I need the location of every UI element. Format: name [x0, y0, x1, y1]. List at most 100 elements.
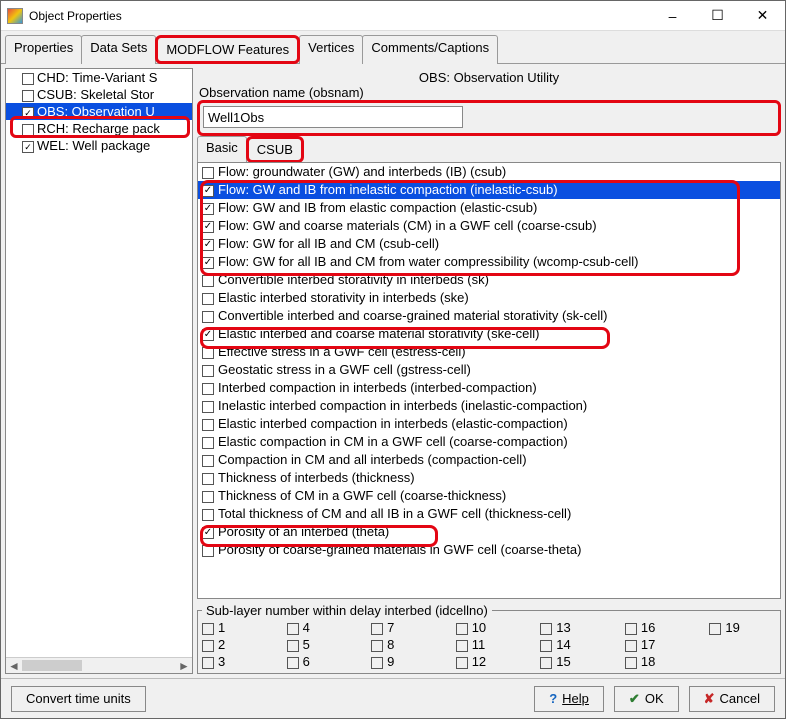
sublayer-cell[interactable]: 3 — [202, 654, 269, 669]
obsname-input[interactable] — [203, 106, 463, 128]
sublayer-checkbox[interactable] — [371, 657, 383, 669]
obs-checkbox[interactable] — [202, 347, 214, 359]
sublayer-cell[interactable]: 1 — [202, 620, 269, 635]
tab-vertices[interactable]: Vertices — [299, 35, 363, 64]
sublayer-cell[interactable]: 16 — [625, 620, 692, 635]
checkbox-csub[interactable] — [22, 90, 34, 102]
obs-checkbox[interactable] — [202, 455, 214, 467]
close-button[interactable]: ✕ — [740, 1, 785, 31]
obs-row[interactable]: Elastic interbed compaction in interbeds… — [198, 415, 780, 433]
tab-modflow-features[interactable]: MODFLOW Features — [155, 35, 300, 64]
sublayer-checkbox[interactable] — [287, 640, 299, 652]
subtab-basic[interactable]: Basic — [197, 136, 247, 163]
obs-checkbox[interactable] — [202, 509, 214, 521]
sublayer-cell[interactable]: 5 — [287, 637, 354, 652]
obs-row[interactable]: Effective stress in a GWF cell (estress-… — [198, 343, 780, 361]
sublayer-checkbox[interactable] — [287, 657, 299, 669]
checkbox-rch[interactable] — [22, 124, 34, 136]
sublayer-checkbox[interactable] — [202, 657, 214, 669]
sublayer-checkbox[interactable] — [202, 640, 214, 652]
obs-row[interactable]: Interbed compaction in interbeds (interb… — [198, 379, 780, 397]
obs-checkbox[interactable] — [202, 401, 214, 413]
sublayer-cell[interactable]: 17 — [625, 637, 692, 652]
obs-checkbox[interactable] — [202, 437, 214, 449]
sublayer-checkbox[interactable] — [456, 657, 468, 669]
sublayer-checkbox[interactable] — [625, 623, 637, 635]
sublayer-cell[interactable]: 8 — [371, 637, 438, 652]
obs-checkbox[interactable]: ✓ — [202, 239, 214, 251]
sublayer-cell[interactable]: 11 — [456, 637, 523, 652]
tree-item-obs[interactable]: ✓OBS: Observation U — [6, 103, 192, 120]
cancel-button[interactable]: ✘Cancel — [689, 686, 775, 712]
checkbox-chd[interactable] — [22, 73, 34, 85]
sublayer-checkbox[interactable] — [371, 623, 383, 635]
sublayer-checkbox[interactable] — [540, 640, 552, 652]
obs-checkbox[interactable]: ✓ — [202, 185, 214, 197]
sublayer-cell[interactable]: 10 — [456, 620, 523, 635]
sublayer-checkbox[interactable] — [287, 623, 299, 635]
obs-checkbox[interactable] — [202, 473, 214, 485]
obs-row[interactable]: Thickness of interbeds (thickness) — [198, 469, 780, 487]
tree-item-csub[interactable]: CSUB: Skeletal Stor — [6, 86, 192, 103]
tree-scrollbar[interactable]: ◄► — [6, 657, 192, 673]
sublayer-checkbox[interactable] — [625, 640, 637, 652]
convert-time-button[interactable]: Convert time units — [11, 686, 146, 712]
sublayer-cell[interactable]: 13 — [540, 620, 607, 635]
obs-row[interactable]: Elastic interbed storativity in interbed… — [198, 289, 780, 307]
sublayer-cell[interactable]: 15 — [540, 654, 607, 669]
sublayer-cell[interactable]: 2 — [202, 637, 269, 652]
sublayer-cell[interactable]: 4 — [287, 620, 354, 635]
checkbox-obs[interactable]: ✓ — [22, 107, 34, 119]
obs-row[interactable]: Flow: groundwater (GW) and interbeds (IB… — [198, 163, 780, 181]
sublayer-cell[interactable]: 6 — [287, 654, 354, 669]
sublayer-cell[interactable] — [709, 654, 776, 669]
minimize-button[interactable]: – — [650, 1, 695, 31]
obs-row[interactable]: ✓Flow: GW for all IB and CM (csub-cell) — [198, 235, 780, 253]
sublayer-checkbox[interactable] — [202, 623, 214, 635]
tree-item-rch[interactable]: RCH: Recharge pack — [6, 120, 192, 137]
sublayer-checkbox[interactable] — [625, 657, 637, 669]
obs-row[interactable]: Convertible interbed storativity in inte… — [198, 271, 780, 289]
obs-checkbox[interactable]: ✓ — [202, 203, 214, 215]
sublayer-cell[interactable]: 14 — [540, 637, 607, 652]
sublayer-checkbox[interactable] — [709, 623, 721, 635]
sublayer-cell[interactable]: 9 — [371, 654, 438, 669]
obs-checkbox[interactable] — [202, 293, 214, 305]
obs-row[interactable]: ✓Elastic interbed and coarse material st… — [198, 325, 780, 343]
obs-row[interactable]: Total thickness of CM and all IB in a GW… — [198, 505, 780, 523]
maximize-button[interactable]: ☐ — [695, 1, 740, 31]
tree-item-chd[interactable]: CHD: Time-Variant S — [6, 69, 192, 86]
sublayer-checkbox[interactable] — [456, 640, 468, 652]
obs-checkbox[interactable] — [202, 419, 214, 431]
obs-row[interactable]: Compaction in CM and all interbeds (comp… — [198, 451, 780, 469]
obs-row[interactable]: Thickness of CM in a GWF cell (coarse-th… — [198, 487, 780, 505]
tab-properties[interactable]: Properties — [5, 35, 82, 64]
obs-checkbox[interactable]: ✓ — [202, 329, 214, 341]
obs-checkbox[interactable] — [202, 383, 214, 395]
obs-checkbox[interactable]: ✓ — [202, 257, 214, 269]
obs-checkbox[interactable] — [202, 311, 214, 323]
obs-row[interactable]: Inelastic interbed compaction in interbe… — [198, 397, 780, 415]
sublayer-cell[interactable] — [709, 637, 776, 652]
obs-checkbox[interactable] — [202, 167, 214, 179]
obs-row[interactable]: ✓Flow: GW and coarse materials (CM) in a… — [198, 217, 780, 235]
obs-checkbox[interactable] — [202, 275, 214, 287]
obs-row[interactable]: Porosity of coarse-grained materials in … — [198, 541, 780, 559]
ok-button[interactable]: ✔OK — [614, 686, 679, 712]
obs-row[interactable]: ✓Flow: GW and IB from inelastic compacti… — [198, 181, 780, 199]
obs-row[interactable]: Geostatic stress in a GWF cell (gstress-… — [198, 361, 780, 379]
obs-checkbox[interactable]: ✓ — [202, 527, 214, 539]
subtab-csub[interactable]: CSUB — [246, 136, 304, 163]
sublayer-cell[interactable]: 19 — [709, 620, 776, 635]
obs-checkbox[interactable] — [202, 545, 214, 557]
help-button[interactable]: ?Help — [534, 686, 604, 712]
sublayer-checkbox[interactable] — [540, 623, 552, 635]
obs-row[interactable]: ✓Flow: GW and IB from elastic compaction… — [198, 199, 780, 217]
obs-checkbox[interactable] — [202, 365, 214, 377]
tree-item-wel[interactable]: ✓WEL: Well package — [6, 137, 192, 154]
checkbox-wel[interactable]: ✓ — [22, 141, 34, 153]
sublayer-checkbox[interactable] — [540, 657, 552, 669]
sublayer-checkbox[interactable] — [371, 640, 383, 652]
tab-data-sets[interactable]: Data Sets — [81, 35, 156, 64]
sublayer-cell[interactable]: 18 — [625, 654, 692, 669]
